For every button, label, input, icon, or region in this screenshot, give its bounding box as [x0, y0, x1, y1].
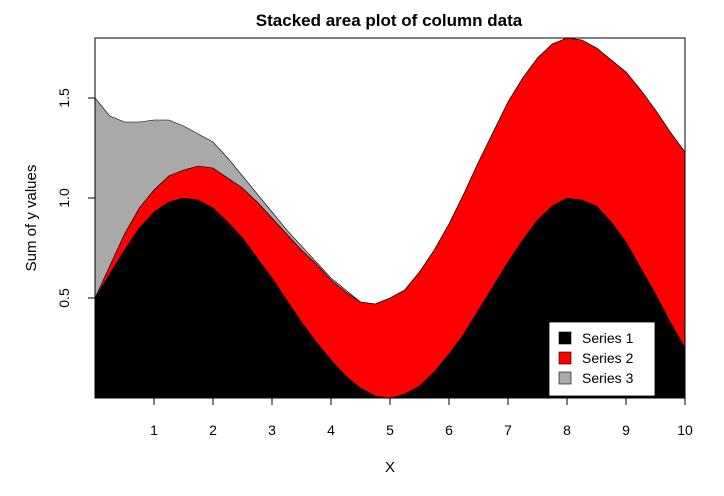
y-axis: 0.5 1.0 1.5 [56, 88, 95, 308]
x-tick-label: 3 [268, 422, 276, 438]
x-tick-label: 5 [386, 422, 394, 438]
x-tick-label: 4 [327, 422, 335, 438]
y-axis-label: Sum of y values [23, 165, 40, 272]
x-tick-label: 7 [504, 422, 512, 438]
legend-swatch-3 [558, 371, 572, 385]
legend-label-2: Series 2 [582, 350, 634, 366]
y-tick-label: 1.0 [56, 188, 72, 208]
x-tick-label: 2 [209, 422, 217, 438]
y-tick-label: 0.5 [56, 288, 72, 308]
x-axis-label: X [385, 459, 395, 476]
x-tick-label: 1 [150, 422, 158, 438]
y-tick-label: 1.5 [56, 88, 72, 108]
x-tick-label: 8 [563, 422, 571, 438]
legend: Series 1 Series 2 Series 3 [548, 321, 656, 397]
x-tick-label: 6 [445, 422, 453, 438]
legend-swatch-2 [558, 351, 572, 365]
legend-swatch-1 [558, 331, 572, 345]
x-tick-label: 9 [622, 422, 630, 438]
area-series-3 [94, 37, 686, 305]
legend-label-3: Series 3 [582, 370, 634, 386]
x-axis: 1 2 3 4 5 6 7 8 9 10 [150, 398, 693, 438]
chart-title: Stacked area plot of column data [256, 11, 523, 30]
x-tick-label: 10 [677, 422, 693, 438]
legend-label-1: Series 1 [582, 330, 634, 346]
